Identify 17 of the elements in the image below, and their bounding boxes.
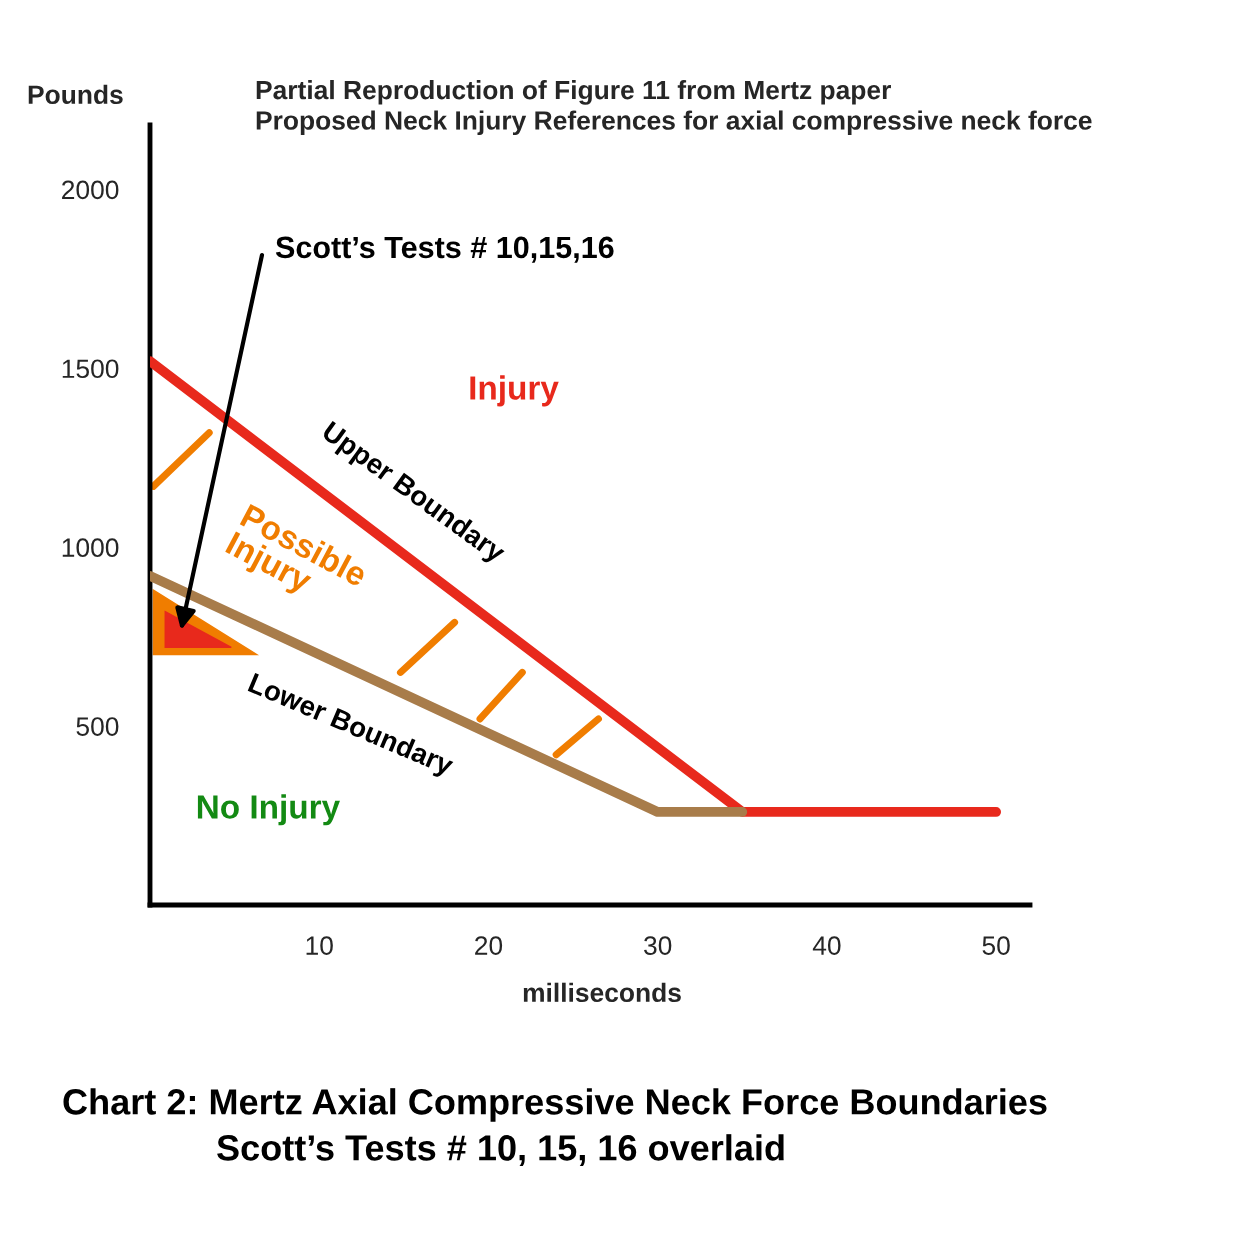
- caption: Chart 2: Mertz Axial Compressive Neck Force Boundaries: [63, 1088, 1047, 1122]
- text: Scott’s Tests # 10, 15, 16 overlaid: [217, 1134, 784, 1166]
- x-tick-label: 50: [982, 936, 1010, 955]
- x-tick-label: 40: [812, 936, 841, 955]
- y-tick-label: 500: [76, 717, 119, 736]
- annotation: Injury: [470, 375, 559, 407]
- y-tick-label: 1500: [62, 359, 119, 379]
- x-tick-label: 30: [644, 936, 672, 955]
- annotation: Scott’s Tests # 10,15,16: [275, 236, 614, 263]
- x-tick-label: 10: [306, 936, 333, 955]
- x-axis-title: milliseconds: [523, 982, 681, 1003]
- x-tick-label: 20: [475, 936, 503, 955]
- chart-title: Partial Reproduction of Figure 11 from Mertz paper Proposed Neck Injury References for axial compressive neck force: [256, 80, 1092, 136]
- y-tick-label: 1000: [62, 538, 119, 558]
- y-tick-label: 2000: [62, 180, 119, 200]
- y-axis-title: Pounds: [28, 84, 123, 105]
- annotation: No Injury: [197, 794, 340, 826]
